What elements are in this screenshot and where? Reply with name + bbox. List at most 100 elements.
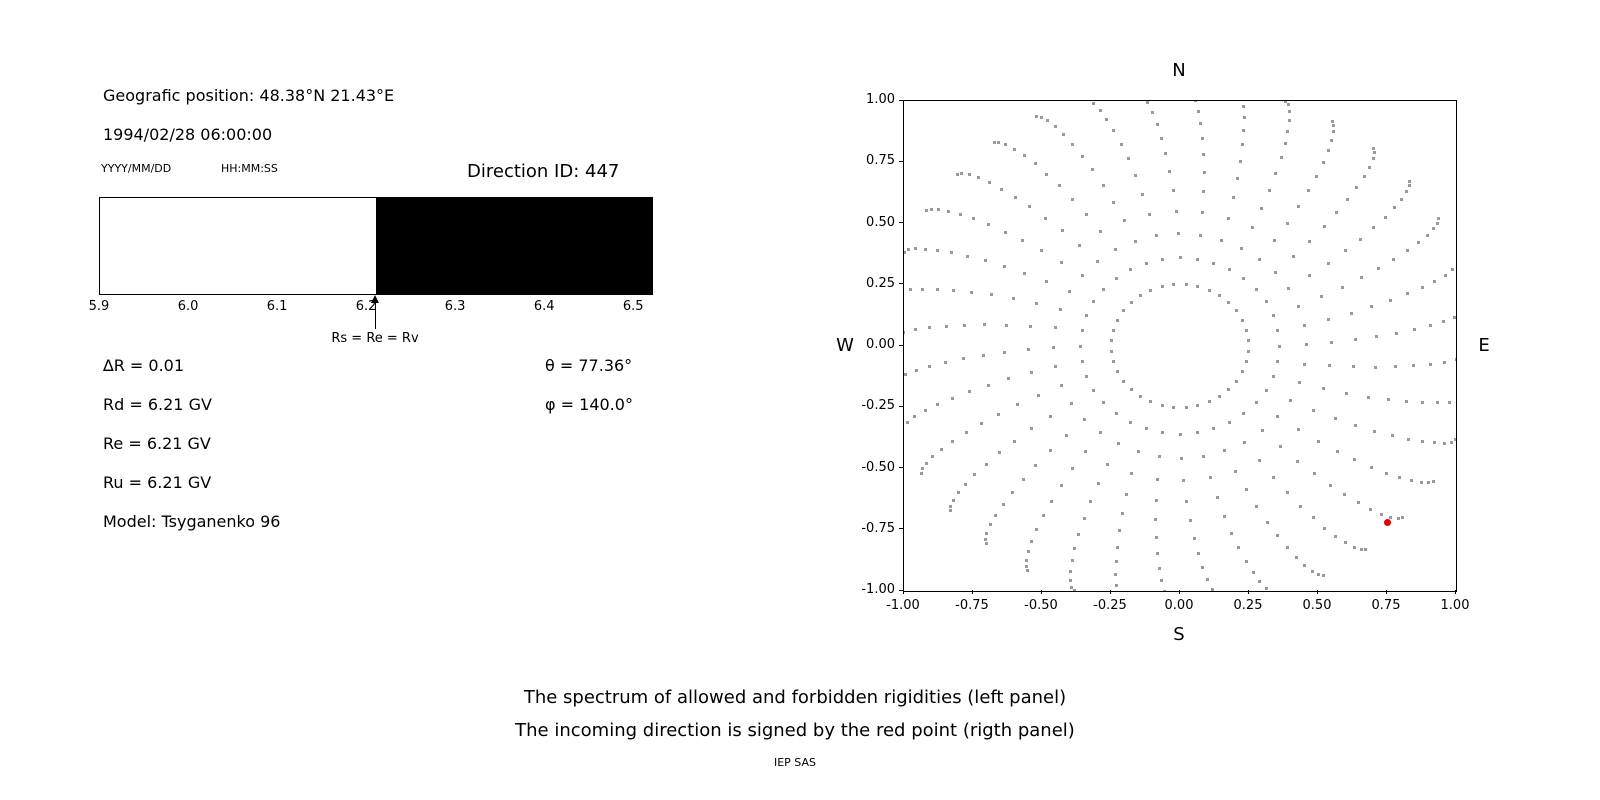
- scatter-dot: [1057, 184, 1061, 188]
- scatter-dot: [1164, 152, 1168, 156]
- scatter-dot: [1085, 374, 1089, 378]
- scatter-dot: [973, 473, 977, 477]
- y-tick-label: -0.50: [861, 459, 895, 475]
- scatter-dot: [1145, 101, 1149, 104]
- allowed-rigidities-segment: [100, 198, 376, 294]
- scatter-dot: [1307, 274, 1311, 278]
- scatter-dot: [1346, 198, 1350, 202]
- scatter-dot: [1242, 412, 1246, 416]
- scatter-dot: [1172, 405, 1176, 409]
- scatter-dot: [1003, 350, 1007, 354]
- compass-north-label: N: [1172, 60, 1186, 81]
- scatter-dot: [1016, 403, 1020, 407]
- scatter-dot: [1406, 437, 1410, 441]
- scatter-dot: [1323, 526, 1327, 530]
- scatter-dot: [1264, 388, 1268, 392]
- scatter-dot: [1101, 183, 1105, 187]
- scatter-dot: [1396, 517, 1400, 521]
- arrow-stem: [374, 303, 376, 329]
- spectrum-tick-label: 6.2: [355, 299, 377, 314]
- scatter-dot: [944, 324, 948, 328]
- scatter-dot: [1098, 431, 1102, 435]
- arrow-label: Rs = Re = Rv: [331, 331, 419, 346]
- scatter-dot: [1168, 169, 1172, 173]
- scatter-dot: [1230, 531, 1234, 535]
- scatter-dot: [1258, 579, 1262, 583]
- scatter-dot: [1126, 157, 1130, 161]
- scatter-dot: [1335, 211, 1339, 215]
- scatter-dot: [1227, 387, 1231, 391]
- theta-value: θ = 77.36°: [545, 356, 633, 375]
- scatter-dot: [1285, 221, 1289, 225]
- scatter-dot: [1092, 300, 1096, 304]
- scatter-dot: [1045, 280, 1049, 284]
- scatter-dot: [1241, 370, 1245, 374]
- scatter-dot: [1353, 423, 1357, 427]
- scatter-dot: [931, 455, 935, 459]
- scatter-dot: [1453, 315, 1456, 319]
- scatter-dot: [1228, 420, 1232, 424]
- scatter-dot: [1321, 161, 1325, 165]
- scatter-dot: [1394, 331, 1398, 335]
- scatter-dot: [1287, 287, 1291, 291]
- scatter-dot: [1004, 143, 1008, 147]
- scatter-dot: [1435, 401, 1439, 405]
- scatter-dot: [1062, 133, 1066, 137]
- scatter-dot: [1242, 116, 1246, 120]
- scatter-dot: [967, 390, 971, 394]
- scatter-dot: [1412, 328, 1416, 332]
- scatter-dot: [1111, 360, 1115, 364]
- scatter-dot: [1433, 279, 1437, 283]
- scatter-dot: [1073, 546, 1077, 550]
- scatter-dot: [1326, 149, 1330, 153]
- compass-west-label: W: [836, 335, 854, 356]
- scatter-dot: [958, 212, 962, 216]
- scatter-dot: [1160, 285, 1164, 289]
- scatter-dot: [997, 412, 1001, 416]
- scatter-dot: [1201, 566, 1205, 570]
- scatter-dot: [1390, 434, 1394, 438]
- scatter-dot: [1451, 268, 1455, 272]
- scatter-dot: [1432, 441, 1436, 445]
- scatter-dot: [1060, 229, 1064, 233]
- scatter-dot: [1034, 301, 1038, 305]
- scatter-dot: [1278, 445, 1282, 449]
- scatter-dot: [952, 288, 956, 292]
- scatter-dot: [1029, 371, 1033, 375]
- scatter-dot: [1373, 150, 1377, 154]
- scatter-dot: [1185, 499, 1189, 503]
- scatter-dot: [1340, 285, 1344, 289]
- scatter-dot: [1274, 171, 1278, 175]
- scatter-dot: [1392, 206, 1396, 210]
- scatter-dot: [1138, 394, 1142, 398]
- scatter-dot: [983, 259, 987, 263]
- scatter-dot: [1125, 492, 1129, 496]
- scatter-dot: [1371, 157, 1375, 161]
- scatter-dot: [1082, 417, 1086, 421]
- scatter-dot: [1247, 339, 1251, 343]
- scatter-dot: [1010, 490, 1014, 494]
- scatter-dot: [940, 447, 944, 451]
- scatter-dot: [1109, 349, 1113, 353]
- scatter-dot: [1157, 566, 1161, 570]
- scatter-dot: [1202, 454, 1206, 458]
- scatter-dot: [1068, 289, 1072, 293]
- scatter-dot: [1141, 192, 1145, 196]
- scatter-dot: [1012, 147, 1016, 151]
- scatter-dot: [1069, 401, 1073, 405]
- scatter-dot: [1228, 268, 1232, 272]
- scatter-dot: [1303, 362, 1307, 366]
- scatter-dot: [929, 207, 933, 211]
- scatter-dot: [1021, 239, 1025, 243]
- scatter-dot: [1013, 195, 1017, 199]
- scatter-dot: [1030, 427, 1034, 431]
- spectrum-tick-label: 6.1: [266, 299, 288, 314]
- scatter-dot: [1003, 265, 1006, 269]
- scatter-dot: [1092, 102, 1096, 106]
- x-tick-label: 0.50: [1302, 598, 1332, 613]
- scatter-dot: [1133, 239, 1137, 243]
- x-tick-label: 0.00: [1164, 598, 1194, 613]
- scatter-dot: [1096, 482, 1100, 486]
- scatter-dot: [1442, 319, 1446, 323]
- scatter-dot: [1277, 344, 1281, 348]
